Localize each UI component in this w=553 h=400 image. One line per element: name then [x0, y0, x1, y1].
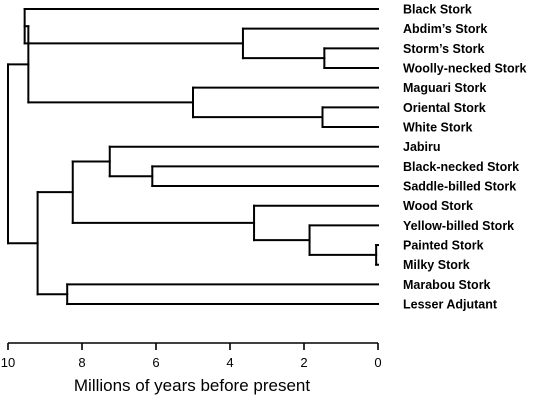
leaf-label: Saddle-billed Stork [403, 180, 516, 194]
x-tick-label: 2 [300, 355, 307, 370]
leaf-label: Black Stork [403, 3, 472, 17]
leaf-label: Woolly-necked Stork [403, 62, 526, 76]
x-axis-title: Millions of years before present [74, 376, 311, 395]
leaf-label: Jabiru [403, 140, 441, 154]
leaf-label: Yellow-billed Stork [403, 219, 514, 233]
x-tick-label: 4 [226, 355, 233, 370]
leaf-label: Lesser Adjutant [403, 298, 498, 312]
time-axis: 10 8 6 4 2 0 [1, 342, 382, 370]
x-tick-label: 10 [1, 355, 15, 370]
leaf-label: Wood Stork [403, 199, 473, 213]
leaf-label: Oriental Stork [403, 101, 486, 115]
tree-branches [6, 8, 379, 306]
leaf-labels: Black Stork Abdim’s Stork Storm’s Stork Woo… [403, 3, 526, 312]
x-tick-label: 0 [374, 355, 381, 370]
leaf-label: Storm’s Stork [403, 42, 485, 56]
x-tick-label: 6 [152, 355, 159, 370]
leaf-label: Black-necked Stork [403, 160, 519, 174]
leaf-label: White Stork [403, 121, 472, 135]
leaf-label: Marabou Stork [403, 278, 491, 292]
x-tick-label: 8 [78, 355, 85, 370]
leaf-label: Painted Stork [403, 239, 484, 253]
leaf-label: Maguari Stork [403, 81, 486, 95]
leaf-label: Milky Stork [403, 258, 470, 272]
leaf-label: Abdim’s Stork [403, 22, 487, 36]
